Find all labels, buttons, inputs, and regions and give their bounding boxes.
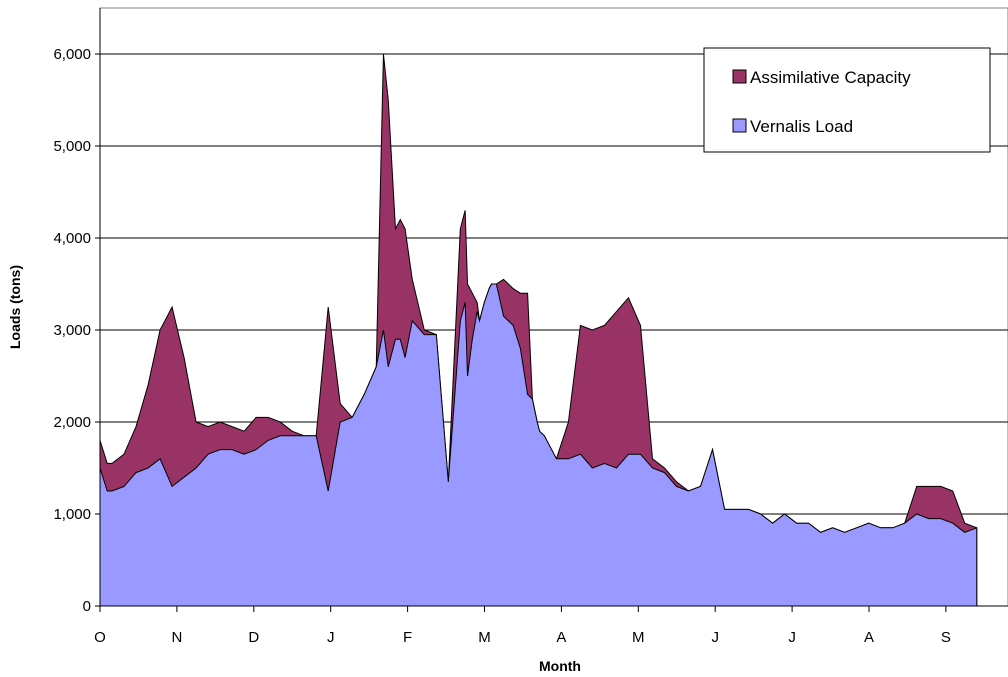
y-tick-label: 0	[83, 598, 91, 615]
x-tick-label: N	[171, 629, 182, 646]
area-series	[99, 53, 978, 607]
x-tick-label: F	[403, 629, 412, 646]
y-tick-label: 5,000	[53, 138, 91, 155]
y-tick-label: 2,000	[53, 414, 91, 431]
legend-label-vernalis-load: Vernalis Load	[750, 117, 853, 136]
area-vernalis-load	[99, 283, 978, 607]
x-axis-title: Month	[539, 658, 581, 674]
x-tick-label: J	[327, 629, 335, 646]
x-tick-label: M	[632, 629, 645, 646]
x-tick-label: D	[248, 629, 259, 646]
x-tick-label: S	[941, 629, 951, 646]
y-axis-title: Loads (tons)	[7, 265, 23, 349]
legend: Assimilative Capacity Vernalis Load	[703, 47, 991, 153]
legend-label-assimilative-capacity: Assimilative Capacity	[750, 68, 911, 87]
y-tick-label: 3,000	[53, 322, 91, 339]
y-tick-label: 4,000	[53, 230, 91, 247]
x-tick-label: J	[788, 629, 796, 646]
x-tick-label: O	[94, 629, 106, 646]
x-tick-label: J	[711, 629, 719, 646]
y-tick-label: 1,000	[53, 506, 91, 523]
y-ticks: 0 1,000 2,000 3,000 4,000 5,000 6,000	[53, 46, 100, 615]
legend-swatch-assimilative-capacity	[732, 69, 747, 84]
legend-box	[703, 47, 991, 153]
y-tick-label: 6,000	[53, 46, 91, 63]
x-tick-label: A	[556, 629, 566, 646]
x-tick-label: M	[478, 629, 491, 646]
legend-swatch-vernalis-load	[732, 118, 747, 133]
x-tick-label: A	[864, 629, 874, 646]
